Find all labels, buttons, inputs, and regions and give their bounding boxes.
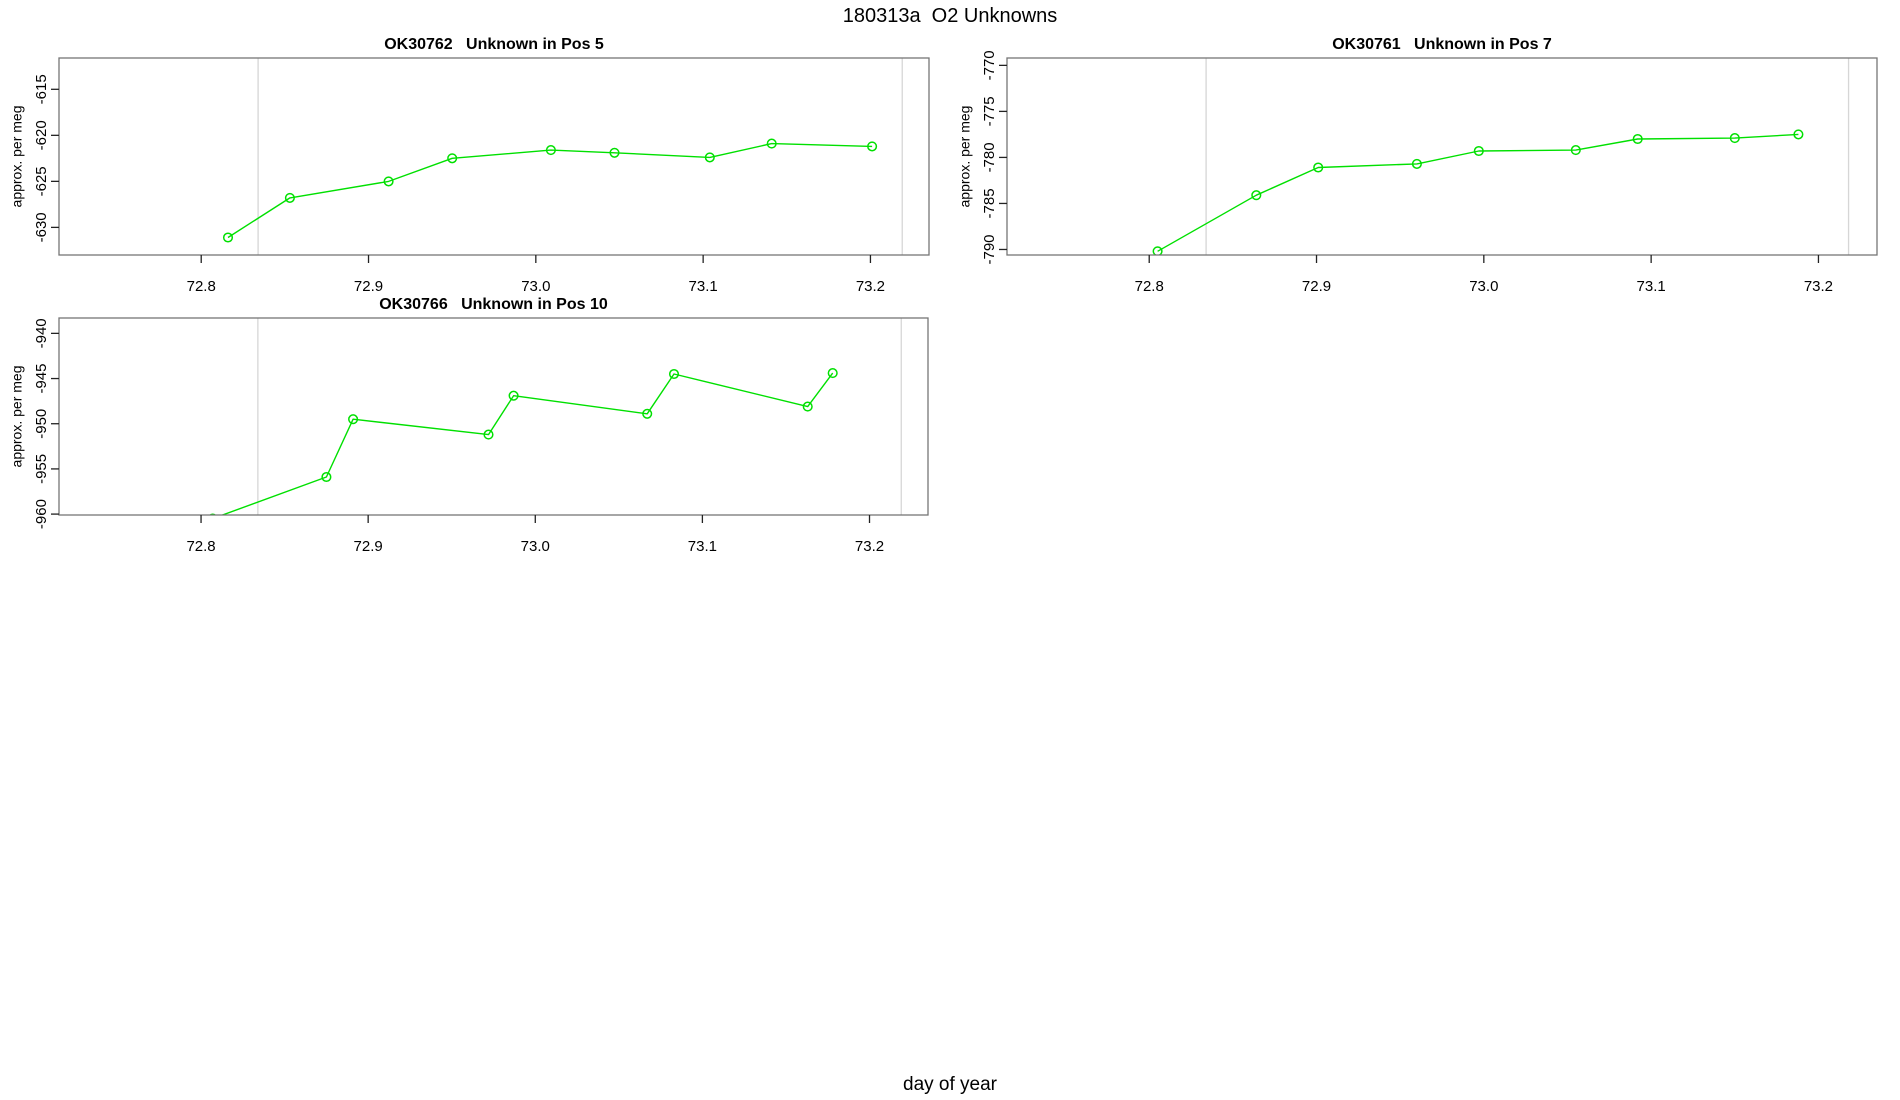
x-tick-label: 73.2 [855, 538, 884, 555]
y-tick-label: -775 [981, 96, 998, 126]
data-point [1411, 158, 1422, 169]
y-tick-label: -615 [33, 74, 50, 104]
x-axis-label: day of year [903, 1074, 997, 1095]
x-tick-label: 73.2 [856, 278, 885, 295]
data-point [447, 153, 458, 164]
x-tick-label: 73.1 [689, 278, 718, 295]
x-tick-label: 73.0 [521, 538, 550, 555]
x-tick-label: 73.0 [1469, 278, 1498, 295]
data-point [802, 401, 813, 412]
axis-box [58, 57, 930, 256]
y-axis-title: approx. per meg [9, 366, 25, 468]
x-tick-label: 72.9 [1302, 278, 1331, 295]
y-tick-label: -780 [981, 142, 998, 172]
y-tick-label: -785 [981, 188, 998, 218]
data-point [642, 408, 653, 419]
axis-box [1006, 57, 1878, 256]
data-point [1632, 133, 1643, 145]
data-point [284, 192, 295, 203]
y-tick-label: -950 [33, 409, 50, 439]
data-point [1251, 190, 1262, 201]
main-title: 180313a O2 Unknowns [842, 5, 1058, 27]
x-tick-label: 72.9 [354, 278, 383, 295]
x-tick-label: 72.8 [1135, 278, 1164, 295]
data-point [321, 471, 332, 483]
data-point [383, 176, 394, 187]
data-series [222, 138, 878, 243]
data-point [1793, 129, 1804, 140]
y-tick-label: -625 [33, 166, 50, 196]
panel-title: OK30762 Unknown in Pos 5 [384, 36, 604, 53]
data-point [348, 414, 359, 425]
data-line [227, 142, 873, 239]
y-tick-label: -790 [981, 234, 998, 264]
y-tick-label: -770 [981, 50, 998, 80]
data-point [483, 429, 494, 440]
data-point [222, 232, 234, 243]
panel-OK30762: 72.8 72.9 73.0 73.1 73.2 -630 -625 -620 -615 appr… [9, 36, 930, 295]
x-tick-label: 72.8 [187, 278, 216, 295]
data-point [1570, 145, 1581, 156]
x-tick-label: 73.1 [1637, 278, 1666, 295]
data-point [1313, 162, 1324, 173]
data-point [668, 368, 680, 380]
x-tick-label: 72.8 [186, 538, 215, 555]
y-axis-title: approx. per meg [9, 106, 25, 208]
panel-title: OK30761 Unknown in Pos 7 [1332, 36, 1552, 53]
y-tick-label: -945 [33, 364, 50, 394]
x-tick-label: 72.9 [354, 538, 383, 555]
data-point [1473, 145, 1484, 157]
data-line [1157, 133, 1799, 252]
x-tick-label: 73.2 [1804, 278, 1833, 295]
data-point [867, 141, 878, 152]
y-tick-label: -940 [33, 318, 50, 348]
data-point [508, 390, 519, 401]
data-point [704, 152, 715, 163]
x-tick-label: 73.0 [521, 278, 550, 295]
data-line [220, 372, 834, 515]
y-tick-label: -620 [33, 120, 50, 150]
y-tick-label: -630 [33, 212, 50, 242]
data-point [766, 138, 777, 149]
data-point [545, 145, 556, 156]
data-point [827, 368, 838, 379]
y-tick-label: -960 [33, 499, 50, 529]
axis-box [58, 317, 929, 516]
panel-OK30766: 72.8 72.9 73.0 73.1 73.2 -960 -955 -950 -945 -940… [9, 296, 929, 555]
panel-OK30761: 72.8 72.9 73.0 73.1 73.2 -790 -785 -780 -775 -770… [957, 36, 1878, 295]
data-point [1152, 246, 1163, 255]
y-axis-title: approx. per meg [957, 106, 973, 208]
data-series [1152, 129, 1804, 255]
data-point [209, 513, 217, 515]
data-point [1729, 133, 1740, 144]
data-point [609, 147, 620, 158]
x-tick-label: 73.1 [688, 538, 717, 555]
data-series [209, 368, 838, 515]
panel-title: OK30766 Unknown in Pos 10 [379, 296, 608, 313]
y-tick-label: -955 [33, 454, 50, 484]
